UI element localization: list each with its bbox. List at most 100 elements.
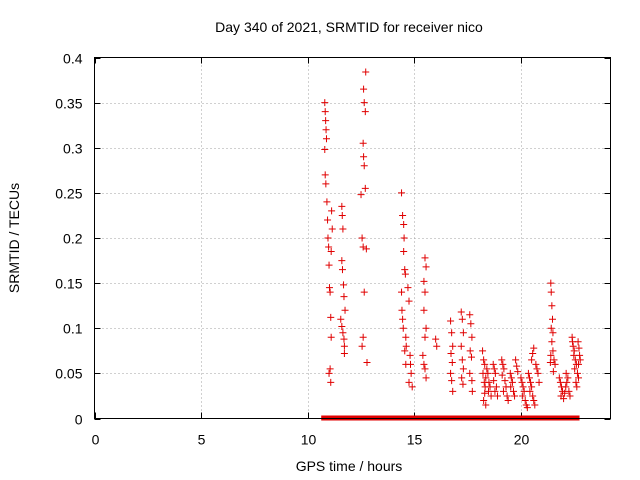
data-point bbox=[327, 248, 335, 256]
data-point bbox=[359, 243, 367, 251]
x-tick-label: 20 bbox=[514, 432, 530, 448]
data-point bbox=[419, 351, 427, 359]
data-point bbox=[338, 322, 346, 330]
data-point bbox=[459, 329, 467, 337]
data-point bbox=[458, 374, 466, 382]
data-point bbox=[327, 333, 335, 341]
data-point bbox=[504, 396, 512, 404]
data-point bbox=[555, 374, 563, 382]
data-point bbox=[422, 324, 430, 332]
data-point bbox=[523, 404, 531, 412]
data-point bbox=[340, 281, 348, 289]
data-point bbox=[360, 162, 368, 170]
data-point bbox=[399, 324, 407, 332]
data-point bbox=[457, 308, 465, 316]
data-point bbox=[485, 378, 493, 386]
data-point bbox=[529, 350, 537, 358]
axis-ticks bbox=[94, 57, 611, 420]
data-point bbox=[466, 311, 474, 319]
data-point bbox=[328, 225, 336, 233]
data-point bbox=[399, 211, 407, 219]
y-tick-label: 0.2 bbox=[63, 231, 83, 247]
data-point bbox=[575, 344, 583, 352]
data-point bbox=[517, 374, 525, 382]
data-point bbox=[361, 108, 369, 116]
data-point bbox=[566, 392, 574, 400]
data-point bbox=[447, 369, 455, 377]
data-point bbox=[432, 335, 440, 343]
data-point bbox=[340, 293, 348, 301]
data-point bbox=[562, 383, 570, 391]
data-point bbox=[549, 347, 557, 355]
data-point bbox=[321, 108, 329, 116]
data-point bbox=[565, 387, 573, 395]
data-point bbox=[530, 396, 538, 404]
data-point bbox=[408, 383, 416, 391]
y-tick-label: 0.1 bbox=[63, 321, 83, 337]
data-point bbox=[546, 359, 554, 367]
data-point bbox=[527, 378, 535, 386]
data-point bbox=[407, 369, 415, 377]
data-point bbox=[322, 180, 330, 188]
data-point bbox=[361, 184, 369, 192]
tick-labels: 0 0.05 0.1 0.15 0.2 0.25 0.3 0.35 0.4 0 5 10 15 20 bbox=[55, 51, 529, 448]
data-point bbox=[362, 68, 370, 76]
data-point bbox=[526, 387, 534, 395]
data-point bbox=[493, 392, 501, 400]
data-point bbox=[400, 220, 408, 228]
data-point bbox=[561, 389, 569, 397]
data-point bbox=[358, 342, 366, 350]
data-point bbox=[466, 347, 474, 355]
y-tick-label: 0 bbox=[75, 412, 83, 428]
data-point bbox=[422, 263, 430, 271]
data-point bbox=[466, 369, 474, 377]
data-point bbox=[571, 365, 579, 373]
data-point bbox=[459, 365, 467, 373]
data-point bbox=[489, 360, 497, 368]
data-point bbox=[398, 288, 406, 296]
data-point bbox=[338, 211, 346, 219]
grid-lines bbox=[94, 57, 611, 419]
data-point bbox=[328, 207, 336, 215]
data-point bbox=[447, 350, 455, 358]
data-point bbox=[550, 356, 558, 364]
data-point bbox=[325, 261, 333, 269]
data-point bbox=[563, 378, 571, 386]
data-point bbox=[322, 117, 330, 125]
data-point bbox=[509, 387, 517, 395]
data-point bbox=[484, 369, 492, 377]
data-point bbox=[448, 329, 456, 337]
data-point bbox=[421, 288, 429, 296]
data-point bbox=[421, 254, 429, 262]
data-point bbox=[340, 350, 348, 358]
x-tick-label: 5 bbox=[198, 432, 206, 448]
data-point bbox=[519, 383, 527, 391]
data-point bbox=[531, 401, 539, 409]
data-point bbox=[551, 360, 559, 368]
data-point bbox=[481, 360, 489, 368]
data-point bbox=[548, 338, 556, 346]
x-tick-label: 0 bbox=[92, 432, 100, 448]
data-point bbox=[363, 359, 371, 367]
data-point bbox=[575, 360, 583, 368]
data-point bbox=[338, 266, 346, 274]
data-point bbox=[339, 225, 347, 233]
data-point bbox=[359, 333, 367, 341]
data-point bbox=[575, 374, 583, 382]
data-point bbox=[547, 279, 555, 287]
data-point bbox=[467, 320, 475, 328]
data-point bbox=[327, 313, 335, 321]
data-point bbox=[548, 302, 556, 310]
data-point bbox=[402, 342, 410, 350]
data-point bbox=[326, 365, 334, 373]
data-point bbox=[358, 234, 366, 242]
data-point bbox=[401, 266, 409, 274]
data-point bbox=[404, 284, 412, 292]
data-point bbox=[360, 85, 368, 93]
data-point bbox=[487, 392, 495, 400]
data-point bbox=[322, 135, 330, 143]
data-point bbox=[492, 383, 500, 391]
data-point bbox=[507, 383, 515, 391]
data-point bbox=[532, 360, 540, 368]
